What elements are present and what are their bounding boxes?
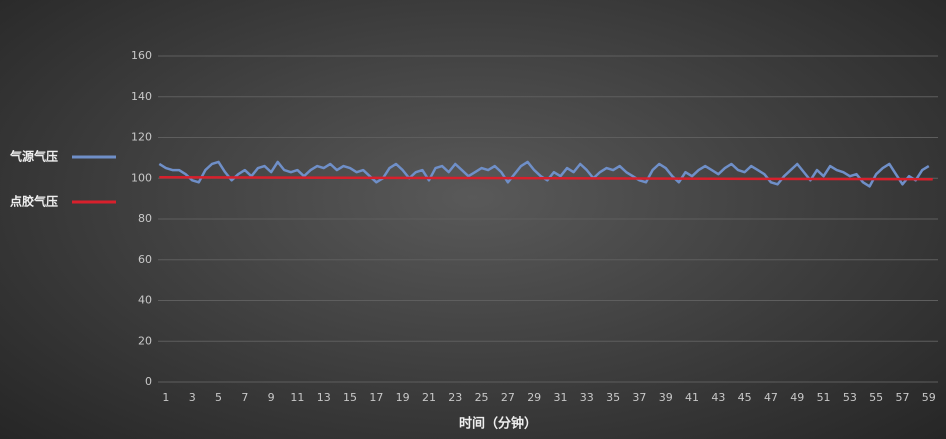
x-tick-label: 21 [422,391,436,404]
legend-label: 气源气压 [9,149,58,164]
y-tick-label: 120 [131,131,152,144]
y-tick-label: 0 [145,375,152,388]
x-tick-label: 33 [580,391,594,404]
x-tick-label: 19 [396,391,410,404]
x-tick-label: 3 [189,391,196,404]
x-tick-label: 25 [475,391,489,404]
x-tick-label: 5 [215,391,222,404]
y-tick-label: 140 [131,90,152,103]
x-tick-label: 45 [738,391,752,404]
x-tick-label: 7 [241,391,248,404]
x-tick-label: 55 [869,391,883,404]
x-tick-label: 9 [268,391,275,404]
x-tick-label: 39 [659,391,673,404]
x-axis-label: 时间（分钟） [459,416,537,432]
x-tick-label: 37 [632,391,646,404]
x-tick-label: 59 [922,391,936,404]
y-tick-label: 60 [138,253,152,266]
x-tick-label: 11 [290,391,304,404]
y-tick-label: 20 [138,334,152,347]
series-line [158,160,930,188]
x-tick-label: 13 [317,391,331,404]
x-tick-label: 1 [162,391,169,404]
x-tick-label: 41 [685,391,699,404]
x-tick-label: 43 [711,391,725,404]
x-tick-label: 49 [790,391,804,404]
x-tick-label: 23 [448,391,462,404]
x-tick-label: 53 [843,391,857,404]
x-tick-label: 15 [343,391,357,404]
y-tick-label: 40 [138,294,152,307]
x-tick-label: 27 [501,391,515,404]
y-tick-label: 160 [131,49,152,62]
x-tick-label: 17 [369,391,383,404]
x-tick-label: 35 [606,391,620,404]
y-tick-label: 100 [131,171,152,184]
y-tick-label: 80 [138,212,152,225]
x-tick-label: 47 [764,391,778,404]
x-tick-label: 57 [895,391,909,404]
series-line [159,175,933,181]
legend-label: 点胶气压 [10,194,58,209]
x-tick-label: 31 [553,391,567,404]
x-tick-label: 51 [817,391,831,404]
x-tick-label: 29 [527,391,541,404]
